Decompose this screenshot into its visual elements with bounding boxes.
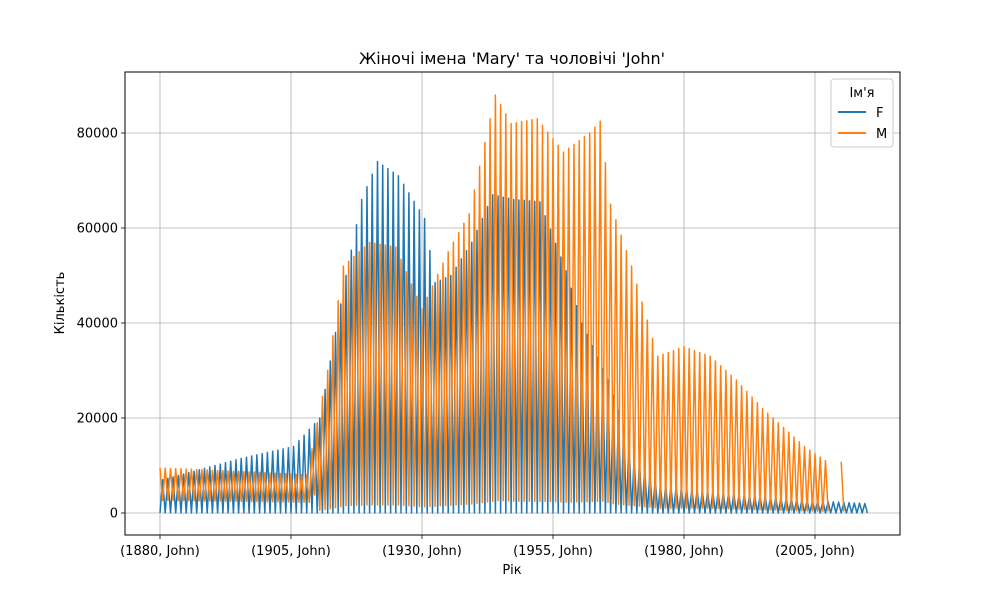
x-axis-ticks: (1880, John) (1905, John) (1930, John) (195… [120, 535, 855, 559]
plot-frame [124, 71, 901, 536]
y-axis-title: Кількість [53, 272, 68, 335]
y-tick-label: 40000 [77, 317, 118, 332]
chart-title: Жіночі імена 'Mary' та чоловічі 'John' [359, 49, 665, 68]
x-tick-label: (1930, John) [382, 544, 462, 559]
y-tick-label: 80000 [77, 127, 118, 142]
x-tick-label: (2005, John) [775, 544, 855, 559]
legend: Ім'я F M [830, 78, 894, 148]
x-tick-label: (1905, John) [251, 544, 331, 559]
legend-label-m: M [876, 127, 887, 142]
series-lines [159, 94, 869, 514]
x-tick-label: (1880, John) [120, 544, 200, 559]
x-axis-title: Рік [502, 563, 521, 578]
legend-label-f: F [876, 106, 883, 121]
x-tick-label: (1955, John) [513, 544, 593, 559]
y-tick-label: 60000 [77, 222, 118, 237]
legend-title: Ім'я [849, 86, 874, 101]
series-line-m [159, 94, 845, 513]
x-tick-label: (1980, John) [644, 544, 724, 559]
y-tick-label: 0 [110, 507, 118, 522]
y-axis-ticks: 0 20000 40000 60000 80000 [77, 127, 125, 522]
y-tick-label: 20000 [77, 412, 118, 427]
